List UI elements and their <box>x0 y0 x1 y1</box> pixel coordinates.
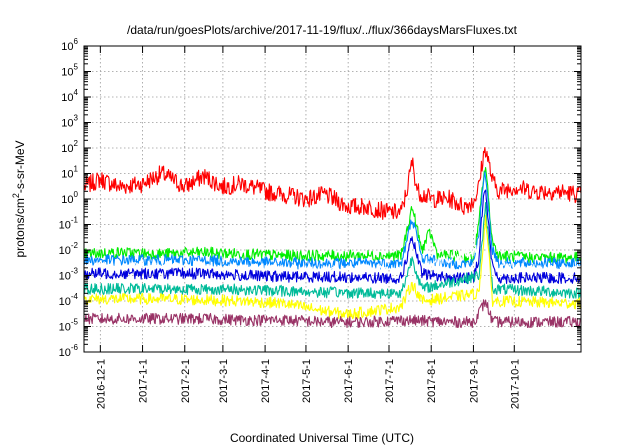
chart-title: /data/run/goesPlots/archive/2017-11-19/f… <box>127 23 518 37</box>
y-tick-label: 10-4 <box>59 292 79 308</box>
series-line-6 <box>83 214 582 320</box>
x-tick-label: 2017-3-1 <box>218 359 230 403</box>
y-axis-label: protons/cm2-s-sr-MeV <box>11 140 27 257</box>
x-axis: 2016-12-1 2017-1-1 2017-2-1 2017-3-1 2017-4-… <box>95 46 521 409</box>
series-line-3 <box>83 189 582 278</box>
x-tick-label: 2017-4-1 <box>260 359 272 403</box>
y-tick-label: 10-6 <box>59 343 79 359</box>
series-line-4 <box>83 189 582 285</box>
x-axis-label: Coordinated Universal Time (UTC) <box>230 431 414 445</box>
y-tick-label: 100 <box>61 190 78 206</box>
x-tick-label: 2017-1-1 <box>138 359 150 403</box>
x-tick-label: 2017-8-1 <box>426 359 438 403</box>
y-axis: 10-6 10-5 10-4 10-3 10-2 10-1 100 101 102 103 104 1… <box>59 37 581 359</box>
series-group <box>83 147 582 329</box>
y-tick-label: 106 <box>61 37 78 53</box>
y-tick-label: 105 <box>61 63 78 79</box>
series-line-0 <box>83 147 582 220</box>
x-tick-label: 2017-2-1 <box>180 359 192 403</box>
x-tick-label: 2017-7-1 <box>384 359 396 403</box>
x-tick-label: 2017-5-1 <box>301 359 313 403</box>
x-tick-label: 2017-10-1 <box>509 359 521 409</box>
x-tick-label: 2017-6-1 <box>343 359 355 403</box>
series-line-5 <box>83 201 582 300</box>
y-tick-label: 103 <box>61 114 78 130</box>
y-tick-label: 102 <box>61 139 78 155</box>
y-tick-label: 10-5 <box>59 318 79 334</box>
y-tick-label: 10-1 <box>59 216 79 232</box>
series-line-7 <box>84 299 581 329</box>
y-tick-label: 101 <box>61 165 78 181</box>
series-line-2 <box>83 171 582 270</box>
y-tick-label: 10-3 <box>59 267 79 283</box>
x-tick-label: 2017-9-1 <box>468 359 480 403</box>
series-line-1 <box>83 167 582 264</box>
y-tick-label: 10-2 <box>59 241 79 257</box>
x-tick-label: 2016-12-1 <box>95 359 107 409</box>
y-tick-label: 104 <box>61 88 78 104</box>
